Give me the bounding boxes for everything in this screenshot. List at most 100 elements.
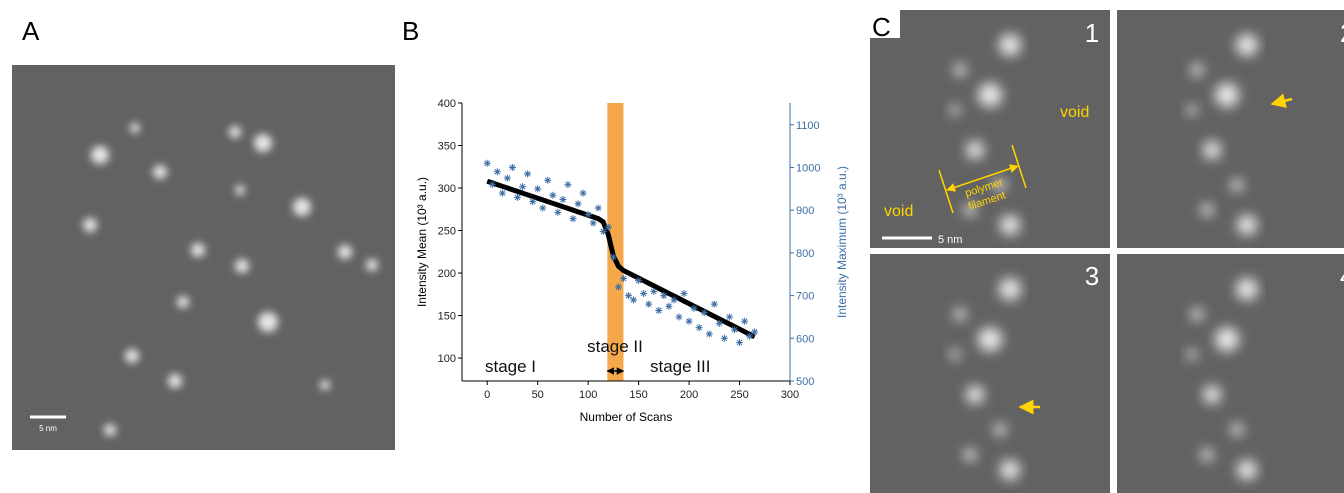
max-point [675, 313, 683, 321]
frame [870, 254, 1110, 493]
stage-label: stage II [587, 337, 643, 356]
stage-label: stage III [650, 357, 710, 376]
max-point [488, 181, 496, 189]
max-point [710, 300, 718, 308]
x-axis-label: Number of Scans [580, 410, 673, 424]
max-point [559, 196, 567, 204]
y-tick-label: 300 [438, 183, 456, 195]
max-point [619, 275, 627, 283]
max-point [715, 319, 723, 327]
frame [1117, 254, 1344, 493]
max-point [529, 198, 537, 206]
max-point [519, 183, 527, 191]
max-point [579, 189, 587, 197]
max-point [746, 332, 754, 340]
max-point [549, 191, 557, 199]
y-tick-label: 150 [438, 311, 456, 323]
y2-tick-label: 1100 [796, 120, 820, 132]
x-tick-label: 0 [484, 389, 490, 401]
max-point [650, 287, 658, 295]
max-point [725, 313, 733, 321]
max-point [645, 300, 653, 308]
panel-label: A [22, 16, 40, 46]
x-tick-label: 250 [730, 389, 748, 401]
max-point [635, 277, 643, 285]
max-point [594, 204, 602, 212]
max-point [680, 289, 688, 297]
max-point [539, 204, 547, 212]
y2-tick-label: 700 [796, 291, 814, 303]
scale-bar-label: 5 nm [938, 234, 962, 246]
frame-number: 4 [1340, 261, 1344, 291]
max-point [751, 328, 759, 336]
max-point [660, 292, 668, 300]
frame [870, 10, 1110, 248]
max-point [741, 317, 749, 325]
x-tick-label: 200 [680, 389, 698, 401]
y2-tick-label: 1000 [796, 162, 820, 174]
chart: 0 50 100 150 200 250 300 100 150 200 250 300 350 400 5… [415, 98, 849, 424]
micrograph-a: 5 nm [12, 65, 395, 450]
micrograph-c: C 1 2 3 4 void void polymer filament 5 n… [870, 10, 1344, 493]
max-point [685, 317, 693, 325]
max-point [589, 219, 597, 227]
x-tick-label: 150 [629, 389, 647, 401]
frame-number: 3 [1085, 261, 1099, 291]
x-tick-label: 100 [579, 389, 597, 401]
max-point [564, 181, 572, 189]
max-point [625, 292, 633, 300]
x-tick-label: 300 [781, 389, 799, 401]
max-point [584, 210, 592, 218]
max-point [524, 170, 532, 178]
max-point [736, 339, 744, 347]
max-point [604, 223, 612, 231]
max-point [544, 176, 552, 184]
max-point [655, 307, 663, 315]
y-tick-label: 350 [438, 141, 456, 153]
max-point [695, 324, 703, 332]
max-point [554, 208, 562, 216]
max-point [503, 174, 511, 182]
max-point [569, 215, 577, 223]
max-point [720, 334, 728, 342]
max-point [614, 283, 622, 291]
y-tick-label: 250 [438, 226, 456, 238]
panel-label: C [872, 12, 891, 42]
max-point [670, 296, 678, 304]
y2-tick-label: 500 [796, 376, 814, 388]
max-point [599, 228, 607, 236]
mean-line [486, 178, 756, 340]
max-point [483, 159, 491, 167]
y2-tick-label: 800 [796, 248, 814, 260]
max-point [534, 185, 542, 193]
max-point [498, 189, 506, 197]
max-point [730, 326, 738, 334]
y2-tick-label: 600 [796, 333, 814, 345]
max-point [700, 309, 708, 317]
scale-bar-label: 5 nm [39, 424, 57, 433]
max-point [514, 193, 522, 201]
max-point [574, 200, 582, 208]
void-label: void [1060, 104, 1089, 121]
frame-number: 1 [1085, 18, 1099, 48]
y-tick-label: 400 [438, 98, 456, 110]
frame [1117, 10, 1344, 248]
max-point [609, 253, 617, 261]
max-point [508, 163, 516, 171]
stage-label: stage I [485, 357, 536, 376]
y-tick-label: 200 [438, 268, 456, 280]
y-tick-label: 100 [438, 353, 456, 365]
highlight-band [607, 103, 624, 381]
frame-number: 2 [1340, 18, 1344, 48]
max-point [630, 296, 638, 304]
void-label: void [884, 203, 913, 220]
max-point [665, 302, 673, 310]
y2-axis-label: Intensity Maximum (10³ a.u.) [835, 166, 849, 318]
x-tick-label: 50 [532, 389, 544, 401]
max-point [705, 330, 713, 338]
panel-label: B [402, 16, 419, 46]
y-axis-label: Intensity Mean (10³ a.u.) [415, 177, 429, 307]
max-point [493, 168, 501, 176]
y2-tick-label: 900 [796, 205, 814, 217]
